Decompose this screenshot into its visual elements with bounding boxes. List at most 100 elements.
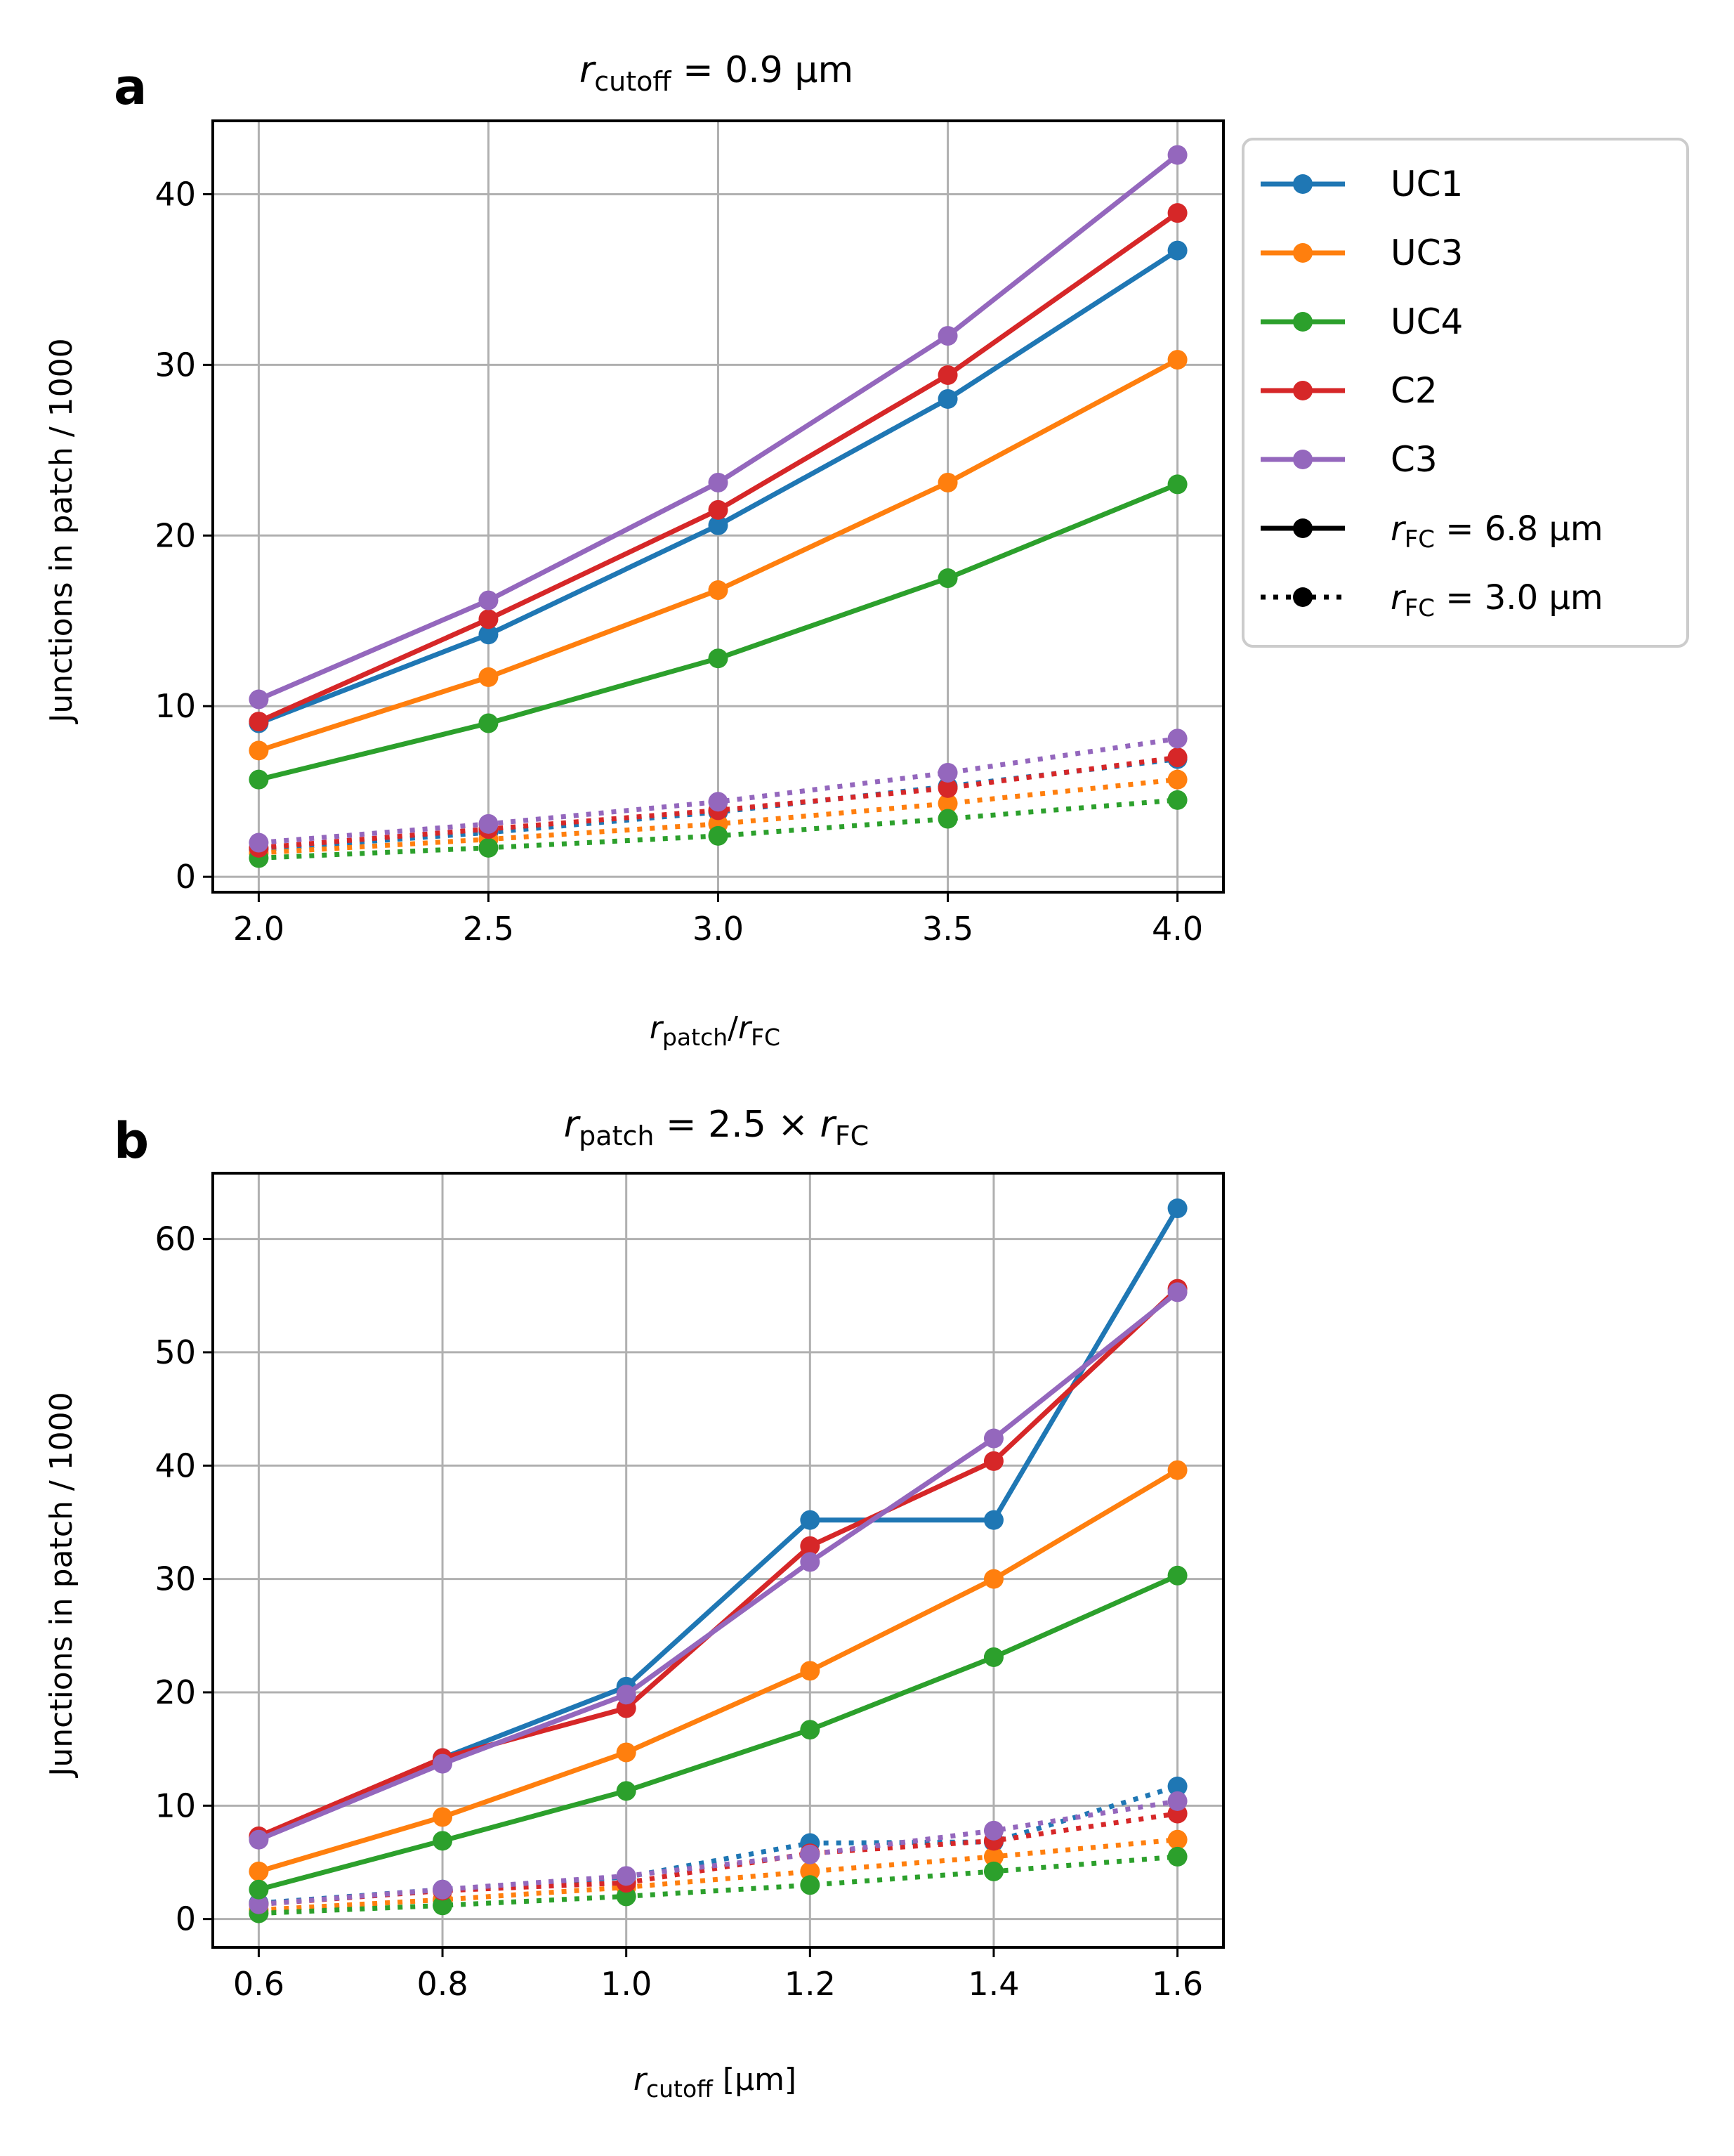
panel-b-data-point-uc4-solid [249,1879,269,1900]
legend-marker-dotted [1293,587,1313,607]
panel-a-y-tick-label: 10 [155,687,196,725]
panel-b-data-point-uc3-solid [800,1661,820,1681]
panel-a-series-line-c2-dotted [258,754,1178,851]
panel-a-series-line-uc3-dotted [258,777,1178,856]
legend-label-solid: rFC = 6.8 μm [1391,509,1603,554]
panel-b-x-tick-label: 1.4 [968,1965,1019,2003]
panel-b-y-tick-label: 10 [155,1786,196,1824]
legend-marker-uc4 [1293,312,1313,332]
panel-a-data-point-uc3-solid [708,580,728,601]
panel-a-y-tick-label: 20 [155,516,196,554]
panel-b-x-tick-label: 1.2 [784,1965,836,2003]
panel-a-data-point-uc4-dotted [938,809,958,829]
panel-b-data-point-uc4-dotted [1167,1846,1188,1867]
panel-a-data-point-c3-solid [938,326,958,346]
panel-b-data-point-uc3-dotted [983,1846,1004,1867]
panel-a-title: rcutoff = 0.9 μm [579,49,853,97]
panel-b-data-point-uc4-solid [1167,1565,1188,1586]
panel-b-data-point-uc4-dotted [616,1886,636,1907]
legend-marker-uc1 [1293,174,1313,194]
panel-b-data-point-c3-solid [616,1685,636,1705]
panel-b-data-point-c3-solid [1167,1282,1188,1302]
panel-a-data-point-uc3-solid [938,472,958,492]
panel-b-data-point-uc3-dotted [800,1861,820,1881]
legend-marker-c3 [1293,450,1313,469]
panel-b-data-point-uc4-dotted [800,1875,820,1895]
panel-b-data-point-uc3-solid [616,1742,636,1763]
legend-label-uc3: UC3 [1391,233,1463,273]
panel-a-data-point-uc1-solid [1167,240,1188,261]
legend-box [1242,138,1689,648]
panel-b-data-point-c2-solid [800,1536,820,1556]
panel-b-data-point-uc4-solid [800,1720,820,1740]
legend: UC1 UC3 UC4 C2 C3 rFC = 6.8 μm rFC = 3.0 μm [1242,138,1689,648]
panel-a-data-point-c3-dotted [249,832,269,853]
panel-a-data-point-uc4-dotted [478,837,499,858]
panel-b-x-label: rcutoff [μm] [633,2062,796,2103]
panel-a-data-point-c3-dotted [708,792,728,812]
panel-a-data-point-uc4-dotted [708,825,728,846]
panel-a-data-point-c2-solid [478,609,499,629]
panel-a-data-point-c2-solid [938,365,958,385]
legend-label-uc4: UC4 [1391,301,1463,342]
panel-b-data-point-c2-solid [983,1451,1004,1471]
legend-label-c3: C3 [1391,439,1438,480]
panel-a-data-point-c2-dotted [1167,747,1188,768]
panel-b-data-point-c2-solid [616,1698,636,1718]
legend-label-dotted: rFC = 3.0 μm [1391,578,1603,622]
panel-a-data-point-c2-dotted [938,778,958,798]
panel-a-y-tick-label: 0 [176,858,196,896]
panel-a-data-point-c3-solid [249,689,269,710]
panel-b-y-label: Junctions in patch / 1000 [44,1392,79,1778]
panel-label-b: b [114,1112,149,1170]
panel-b-data-point-c3-dotted [249,1894,269,1914]
panel-b-x-tick-label: 0.8 [416,1965,468,2003]
panel-a-data-point-c3-dotted [478,814,499,834]
panel-b-y-tick-label: 20 [155,1673,196,1711]
panel-b-data-point-uc4-solid [983,1647,1004,1667]
panel-b-series-line-uc4-dotted [258,1854,1178,1916]
panel-b-data-point-uc3-solid [983,1569,1004,1589]
panel-b-y-tick-label: 40 [155,1446,196,1484]
panel-a-data-point-uc4-dotted [1167,790,1188,810]
panel-b-data-point-c3-solid [800,1552,820,1572]
panel-b-x-tick-label: 1.6 [1152,1965,1203,2003]
panel-b-data-point-c3-solid [249,1829,269,1850]
panel-a-data-point-c3-solid [708,472,728,492]
panel-a-data-point-uc4-solid [1167,474,1188,495]
panel-a-data-point-uc3-solid [249,740,269,761]
panel-label-a: a [114,58,147,116]
panel-b-series-line-c3-dotted [258,1798,1178,1907]
panel-b-y-ticks: 0 10 20 30 40 50 60 [155,1220,213,1938]
panel-b-series-line-c3-solid [258,1290,1179,1842]
panel-a-data-point-uc4-solid [249,769,269,790]
panel-b-data-point-c3-dotted [1167,1791,1188,1811]
panel-a-data-point-uc1-solid [708,515,728,535]
panel-a-data-point-uc3-solid [1167,350,1188,370]
panel-b-x-tick-label: 1.0 [600,1965,652,2003]
panel-b-data-point-c3-solid [983,1428,1004,1449]
panel-b-data-point-c3-solid [433,1753,453,1774]
panel-a-data-point-c3-solid [1167,145,1188,165]
panel-b-series-line-uc3-dotted [258,1837,1178,1913]
panel-a-series-line-c3-dotted [258,736,1178,846]
panel-a-data-point-c2-solid [708,499,728,520]
panel-a-x-ticks: 2.0 2.5 3.0 3.5 4.0 [233,892,1203,948]
panel-b-data-point-c3-dotted [800,1844,820,1864]
panel-a-series-line-uc1-dotted [258,757,1178,852]
panel-a-data-point-c3-dotted [938,762,958,783]
panel-a-data-point-c3-solid [478,590,499,610]
panel-a-data-point-uc4-solid [478,713,499,733]
panel-a-y-tick-label: 30 [155,346,196,384]
panel-b-data-point-uc4-solid [433,1831,453,1851]
panel-a-data-point-uc3-dotted [938,793,958,814]
panel-b-data-point-uc3-solid [433,1807,453,1827]
panel-a-axes-frame [211,119,1225,894]
panel-b-x-ticks: 0.6 0.8 1.0 1.2 1.4 1.6 [233,1947,1203,2003]
panel-a-data-point-c2-solid [1167,203,1188,223]
panel-b-lines [249,1198,1188,1923]
panel-a-y-ticks: 0 10 20 30 40 [155,175,213,896]
panel-a-data-point-uc1-solid [478,625,499,645]
panel-a-y-tick-label: 40 [155,175,196,213]
